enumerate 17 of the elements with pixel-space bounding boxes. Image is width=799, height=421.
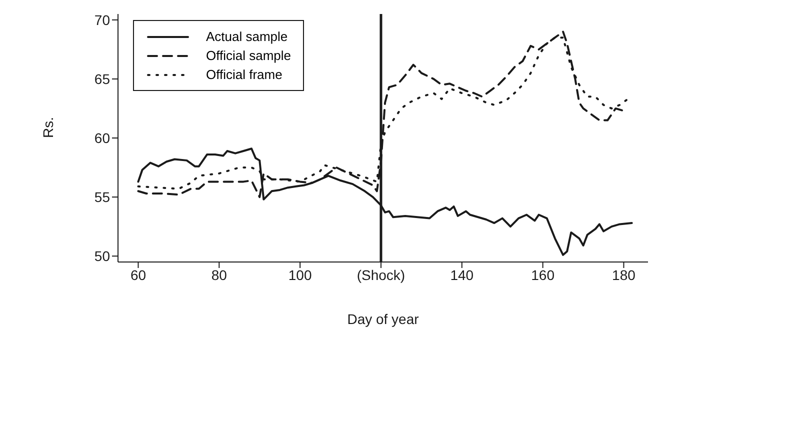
legend-label: Official frame bbox=[206, 67, 282, 82]
x-tick-label: 100 bbox=[288, 266, 312, 283]
x-tick-label: 160 bbox=[531, 266, 555, 283]
x-axis-title: Day of year bbox=[347, 311, 420, 327]
y-axis-title: Rs. bbox=[40, 117, 56, 138]
legend-label: Actual sample bbox=[206, 29, 288, 44]
y-tick-label: 65 bbox=[94, 70, 110, 87]
y-tick-label: 55 bbox=[94, 189, 110, 206]
y-tick-label: 50 bbox=[94, 248, 110, 264]
x-tick-label: 80 bbox=[211, 266, 228, 283]
x-tick-label: 180 bbox=[612, 266, 636, 283]
x-tick-label: 140 bbox=[450, 266, 474, 283]
legend-label: Official sample bbox=[206, 48, 292, 63]
x-tick-label: 60 bbox=[130, 266, 146, 283]
y-tick-label: 70 bbox=[94, 12, 110, 28]
y-tick-label: 60 bbox=[94, 130, 110, 146]
x-tick-label: (Shock) bbox=[356, 266, 406, 283]
